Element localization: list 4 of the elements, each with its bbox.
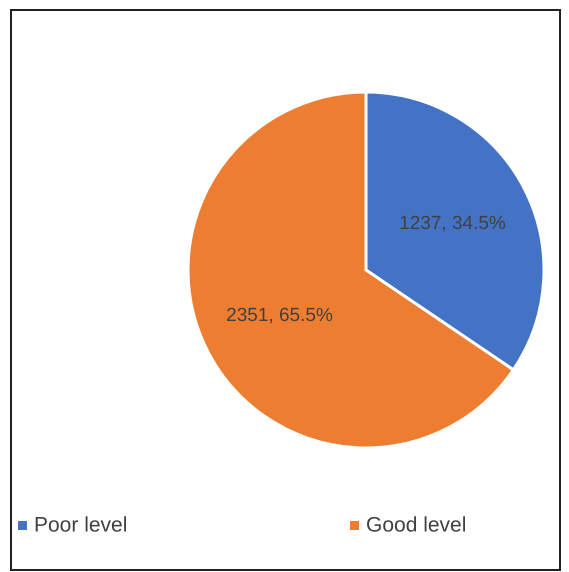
legend-label: Good level bbox=[366, 514, 466, 537]
legend-label: Poor level bbox=[34, 514, 128, 537]
data-label: 2351, 65.5% bbox=[226, 304, 333, 326]
data-label: 1237, 34.5% bbox=[399, 213, 506, 234]
